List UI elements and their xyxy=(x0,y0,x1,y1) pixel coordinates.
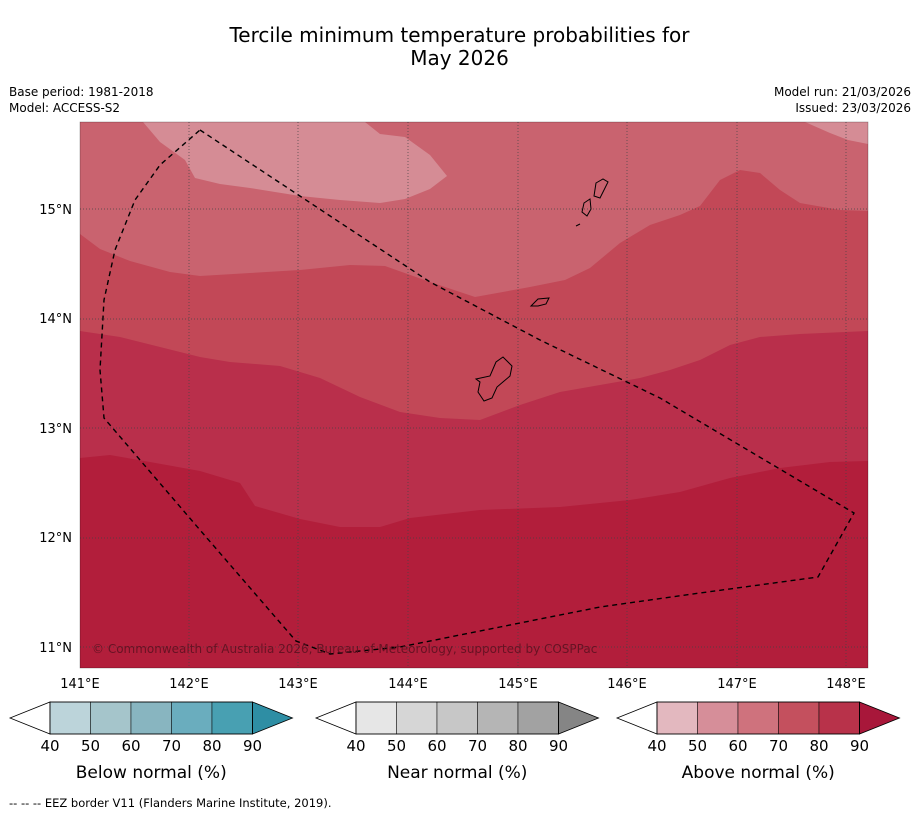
legend-tick: 80 xyxy=(809,737,828,755)
lon-label: 146°E xyxy=(607,677,647,692)
island-saipan xyxy=(593,178,609,199)
legend-swatch xyxy=(656,701,698,735)
legend-frame xyxy=(355,701,559,735)
legend-frame xyxy=(656,701,860,735)
lat-label: 15°N xyxy=(39,203,72,218)
meta-right: Model run: 21/03/2026 Issued: 23/03/2026 xyxy=(774,84,911,116)
model-run: Model run: 21/03/2026 xyxy=(773,85,911,99)
legend-arrow-low xyxy=(615,701,658,735)
legend-tick: 90 xyxy=(243,737,262,755)
legend-swatch xyxy=(211,701,253,735)
gridlines xyxy=(80,122,868,668)
lon-label: 143°E xyxy=(278,677,318,692)
legend-swatch xyxy=(737,701,779,735)
island-aguijan xyxy=(575,223,581,227)
legend-swatch xyxy=(396,701,438,735)
lon-label: 147°E xyxy=(717,677,757,692)
legend-arrow-high xyxy=(252,701,294,735)
lon-label: 148°E xyxy=(826,677,866,692)
model-name: Model: ACCESS-S2 xyxy=(9,101,121,115)
copyright: © Commonwealth of Australia 2026, Bureau… xyxy=(92,642,597,656)
island-rota xyxy=(529,297,550,307)
legend-swatch xyxy=(171,701,213,735)
legend-title: Below normal (%) xyxy=(76,763,227,783)
legend-tick: 70 xyxy=(162,737,181,755)
lat-label: 12°N xyxy=(39,531,72,546)
legend-swatch xyxy=(49,701,91,735)
legend-tick: 70 xyxy=(468,737,487,755)
legend-swatch xyxy=(90,701,132,735)
legend-tick: 70 xyxy=(769,737,788,755)
lat-label: 13°N xyxy=(39,422,72,437)
lon-label: 142°E xyxy=(169,677,209,692)
legend-tick: 60 xyxy=(728,737,747,755)
lat-label: 14°N xyxy=(39,312,72,327)
legend-0: 40 50 60 70 80 90 Below normal (%) xyxy=(8,701,294,783)
legend-tick: 60 xyxy=(427,737,446,755)
issued-date: Issued: 23/03/2026 xyxy=(795,101,911,115)
legend-swatch xyxy=(818,701,860,735)
legend-swatch xyxy=(355,701,397,735)
eez-note: -- -- -- EEZ border V11 (Flanders Marine… xyxy=(9,796,332,810)
lat-label: 11°N xyxy=(39,641,72,656)
eez-border xyxy=(99,129,855,655)
legend-tick: 80 xyxy=(508,737,527,755)
lat-labels: 15°N 14°N 13°N 12°N 11°N xyxy=(39,203,72,656)
legends: 40 50 60 70 80 90 Below normal (%) 40 50 60 70 80 90… xyxy=(8,701,901,783)
legend-title: Above normal (%) xyxy=(682,763,835,783)
legend-1: 40 50 60 70 80 90 Near normal (%) xyxy=(314,701,600,783)
legend-swatch xyxy=(436,701,478,735)
islands xyxy=(474,178,609,402)
legend-swatch xyxy=(130,701,172,735)
probability-map xyxy=(80,122,868,668)
legend-tick: 50 xyxy=(81,737,100,755)
legend-arrow-high xyxy=(558,701,600,735)
island-tinian xyxy=(581,198,592,217)
lon-label: 144°E xyxy=(388,677,428,692)
base-period: Base period: 1981-2018 xyxy=(9,85,154,99)
legend-tick: 60 xyxy=(121,737,140,755)
legend-tick: 90 xyxy=(549,737,568,755)
legend-arrow-low xyxy=(8,701,51,735)
lon-label: 141°E xyxy=(60,677,100,692)
title-line-1: Tercile minimum temperature probabilitie… xyxy=(229,23,690,47)
island-guam xyxy=(474,356,513,402)
legend-tick: 50 xyxy=(387,737,406,755)
legend-title: Near normal (%) xyxy=(387,763,527,783)
legend-swatch xyxy=(778,701,820,735)
legend-swatch xyxy=(477,701,519,735)
legend-arrow-high xyxy=(859,701,901,735)
legend-2: 40 50 60 70 80 90 Above normal (%) xyxy=(615,701,901,783)
legend-tick: 50 xyxy=(688,737,707,755)
map-frame xyxy=(79,121,869,669)
meta-left: Base period: 1981-2018 Model: ACCESS-S2 xyxy=(9,84,154,116)
legend-swatch xyxy=(697,701,739,735)
legend-swatch xyxy=(517,701,559,735)
band-50-60-northeast xyxy=(805,122,868,144)
legend-tick: 90 xyxy=(850,737,869,755)
title-line-2: May 2026 xyxy=(410,46,509,70)
legend-tick: 40 xyxy=(40,737,59,755)
legend-arrow-low xyxy=(314,701,357,735)
legend-tick: 80 xyxy=(202,737,221,755)
legend-frame xyxy=(49,701,253,735)
legend-tick: 40 xyxy=(647,737,666,755)
lon-label: 145°E xyxy=(498,677,538,692)
legend-tick: 40 xyxy=(346,737,365,755)
lon-labels: 141°E 142°E 143°E 144°E 145°E 146°E 147°… xyxy=(60,677,866,692)
